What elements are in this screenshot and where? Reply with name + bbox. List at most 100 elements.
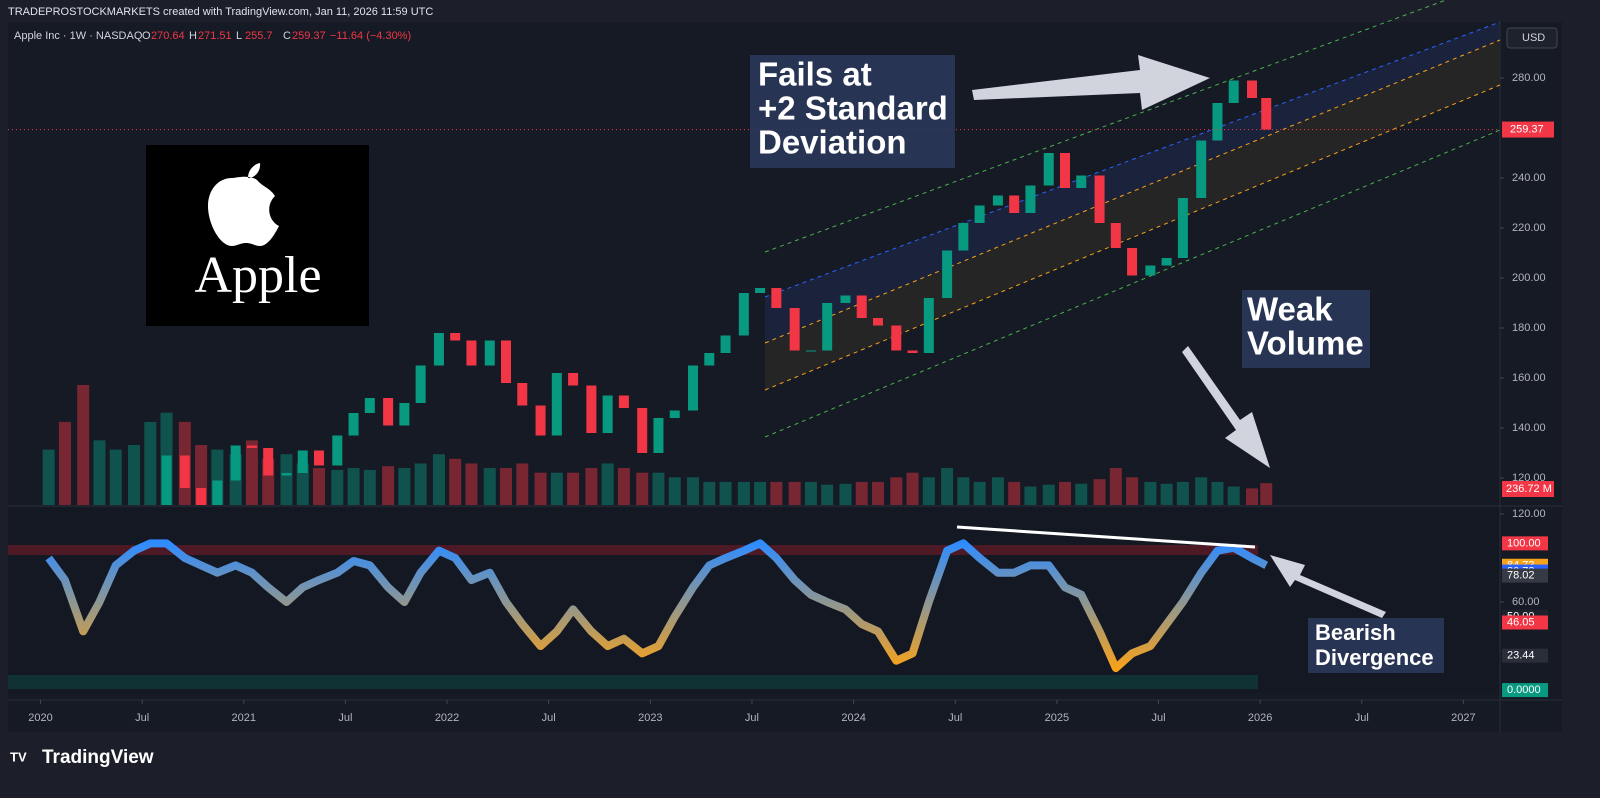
ohlc-legend: O 270.64 H 271.51 L 255.7 C 259.37 −11.64 (−4.30… <box>142 30 411 42</box>
candle <box>332 435 343 466</box>
legend-value: 270.64 <box>151 30 185 42</box>
brand-mark: TV <box>10 749 27 764</box>
candle <box>1161 258 1172 266</box>
volume-bar <box>331 469 344 505</box>
volume-bar <box>1109 468 1122 505</box>
volume-bar <box>855 481 868 505</box>
price-badge-text: 259.37 <box>1510 123 1544 135</box>
ob-band <box>8 545 1258 555</box>
y-tick-label: 240.00 <box>1512 172 1546 184</box>
x-tick-label: Jul <box>542 712 556 724</box>
candle <box>212 480 223 505</box>
volume-bar <box>1144 481 1157 505</box>
y-tick-label: 180.00 <box>1512 322 1546 334</box>
os-band <box>8 675 1258 689</box>
price-badge <box>1502 121 1554 138</box>
y2-tick-label: 120.00 <box>1512 508 1546 520</box>
y-tick-label: 220.00 <box>1512 222 1546 234</box>
osc-pane <box>45 539 1269 673</box>
candle <box>281 473 292 476</box>
volume-bar <box>77 385 90 505</box>
x-tick-label: 2024 <box>841 712 865 724</box>
legend-key: C <box>283 30 291 42</box>
apple-logo <box>208 163 279 246</box>
x-tick-label: Jul <box>1151 712 1165 724</box>
candle <box>771 288 782 308</box>
currency-button[interactable] <box>1506 27 1558 49</box>
candle <box>501 340 512 383</box>
x-tick-label: 2025 <box>1045 712 1069 724</box>
legend-change: −11.64 (−4.30%) <box>330 30 411 42</box>
candle <box>720 335 731 353</box>
legend-key: L <box>236 30 242 42</box>
candle <box>958 223 969 251</box>
volume-bar <box>668 477 681 505</box>
note: Fails at <box>758 56 872 93</box>
osc-badge <box>1502 648 1548 663</box>
volume-bar <box>58 421 71 505</box>
volume-bar <box>382 466 395 505</box>
volume-bar <box>42 449 55 505</box>
y2-tick-label: 60.00 <box>1512 596 1540 608</box>
candle <box>805 350 816 352</box>
x-tick-label: Jul <box>745 712 759 724</box>
candle <box>1043 153 1054 186</box>
volume-bar <box>1042 484 1055 505</box>
volume-bar <box>550 472 563 505</box>
volume-bar <box>1024 486 1037 505</box>
volume-bar <box>1126 477 1139 505</box>
candle <box>942 250 953 298</box>
volume-bar <box>941 468 954 505</box>
volume-bar <box>245 440 258 505</box>
note: Volume <box>1247 325 1364 362</box>
candle <box>669 410 680 418</box>
candle <box>1212 103 1223 141</box>
arrow <box>1270 555 1386 618</box>
candle <box>1110 223 1121 248</box>
volume-bar <box>144 421 157 505</box>
y-tick-label: 200.00 <box>1512 272 1546 284</box>
volume-bar <box>414 463 427 505</box>
candle <box>1145 265 1156 276</box>
candle <box>297 450 308 473</box>
x-tick-label: Jul <box>338 712 352 724</box>
volume-bar <box>788 481 801 505</box>
candle <box>586 385 597 433</box>
candle <box>822 303 833 351</box>
note: Weak <box>1247 291 1333 328</box>
arrow <box>1182 346 1270 468</box>
volume-bar <box>534 472 547 505</box>
volume-bar <box>280 454 293 505</box>
candle <box>466 340 477 366</box>
candle <box>179 455 190 488</box>
note: Divergence <box>1315 645 1434 670</box>
candle <box>1177 198 1188 258</box>
candle <box>1196 140 1207 198</box>
oscillator-line <box>45 539 1269 673</box>
volume-bar <box>687 477 700 505</box>
note: +2 Standard <box>758 90 948 127</box>
candle <box>992 195 1003 206</box>
candle <box>568 373 579 386</box>
volume-bar <box>871 481 884 505</box>
candle <box>856 295 867 318</box>
volume-bar <box>601 463 614 505</box>
candle <box>872 318 883 326</box>
volume-bar <box>703 481 716 505</box>
candle <box>755 288 766 293</box>
x-tick-label: Jul <box>1355 712 1369 724</box>
volume-bar <box>754 481 767 505</box>
volume <box>42 385 1273 505</box>
osc-badge-text: 78.02 <box>1507 570 1535 582</box>
candle <box>704 353 715 366</box>
currency[interactable]: USD <box>1522 32 1545 44</box>
legend-value: 271.51 <box>198 30 232 42</box>
candle <box>314 450 325 466</box>
legend-key: O <box>142 30 151 42</box>
arrow <box>972 55 1210 110</box>
volume-badge <box>1502 481 1554 497</box>
x-tick-label: 2020 <box>28 712 52 724</box>
candle <box>891 325 902 351</box>
x-tick-label: Jul <box>948 712 962 724</box>
